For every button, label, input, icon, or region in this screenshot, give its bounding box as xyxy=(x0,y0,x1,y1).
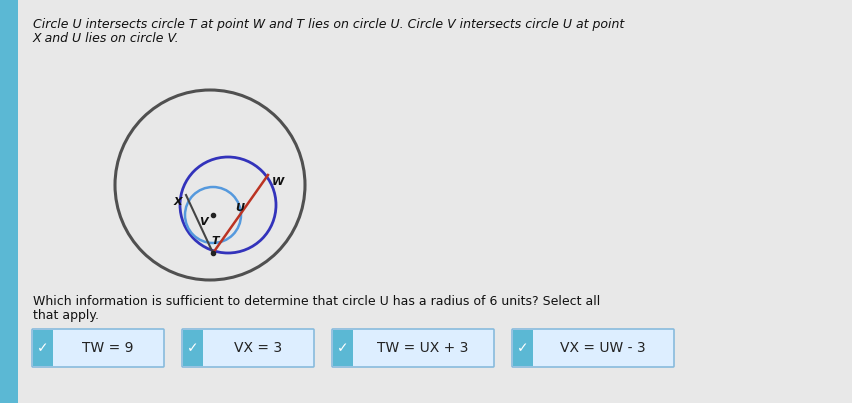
Bar xyxy=(512,330,532,366)
Text: Circle U intersects circle T at point W and T lies on circle U. Circle V interse: Circle U intersects circle T at point W … xyxy=(33,18,624,31)
Text: X and U lies on circle V.: X and U lies on circle V. xyxy=(33,32,180,45)
Text: TW = UX + 3: TW = UX + 3 xyxy=(377,341,468,355)
FancyBboxPatch shape xyxy=(511,329,673,367)
FancyBboxPatch shape xyxy=(331,329,493,367)
Bar xyxy=(33,330,53,366)
Bar xyxy=(332,330,353,366)
Text: Which information is sufficient to determine that circle U has a radius of 6 uni: Which information is sufficient to deter… xyxy=(33,295,600,308)
Text: T: T xyxy=(211,236,219,246)
Text: V: V xyxy=(199,217,208,227)
FancyBboxPatch shape xyxy=(181,329,314,367)
Text: TW = 9: TW = 9 xyxy=(82,341,134,355)
Text: ✓: ✓ xyxy=(37,341,49,355)
Text: VX = UW - 3: VX = UW - 3 xyxy=(560,341,645,355)
Bar xyxy=(0,0,18,403)
Text: X: X xyxy=(173,197,181,207)
Bar xyxy=(183,330,203,366)
FancyBboxPatch shape xyxy=(32,329,164,367)
Text: VX = 3: VX = 3 xyxy=(233,341,282,355)
Text: that apply.: that apply. xyxy=(33,309,99,322)
Text: ✓: ✓ xyxy=(337,341,348,355)
Text: W: W xyxy=(272,177,284,187)
Text: U: U xyxy=(234,203,244,213)
Text: ✓: ✓ xyxy=(187,341,199,355)
Text: ✓: ✓ xyxy=(516,341,528,355)
